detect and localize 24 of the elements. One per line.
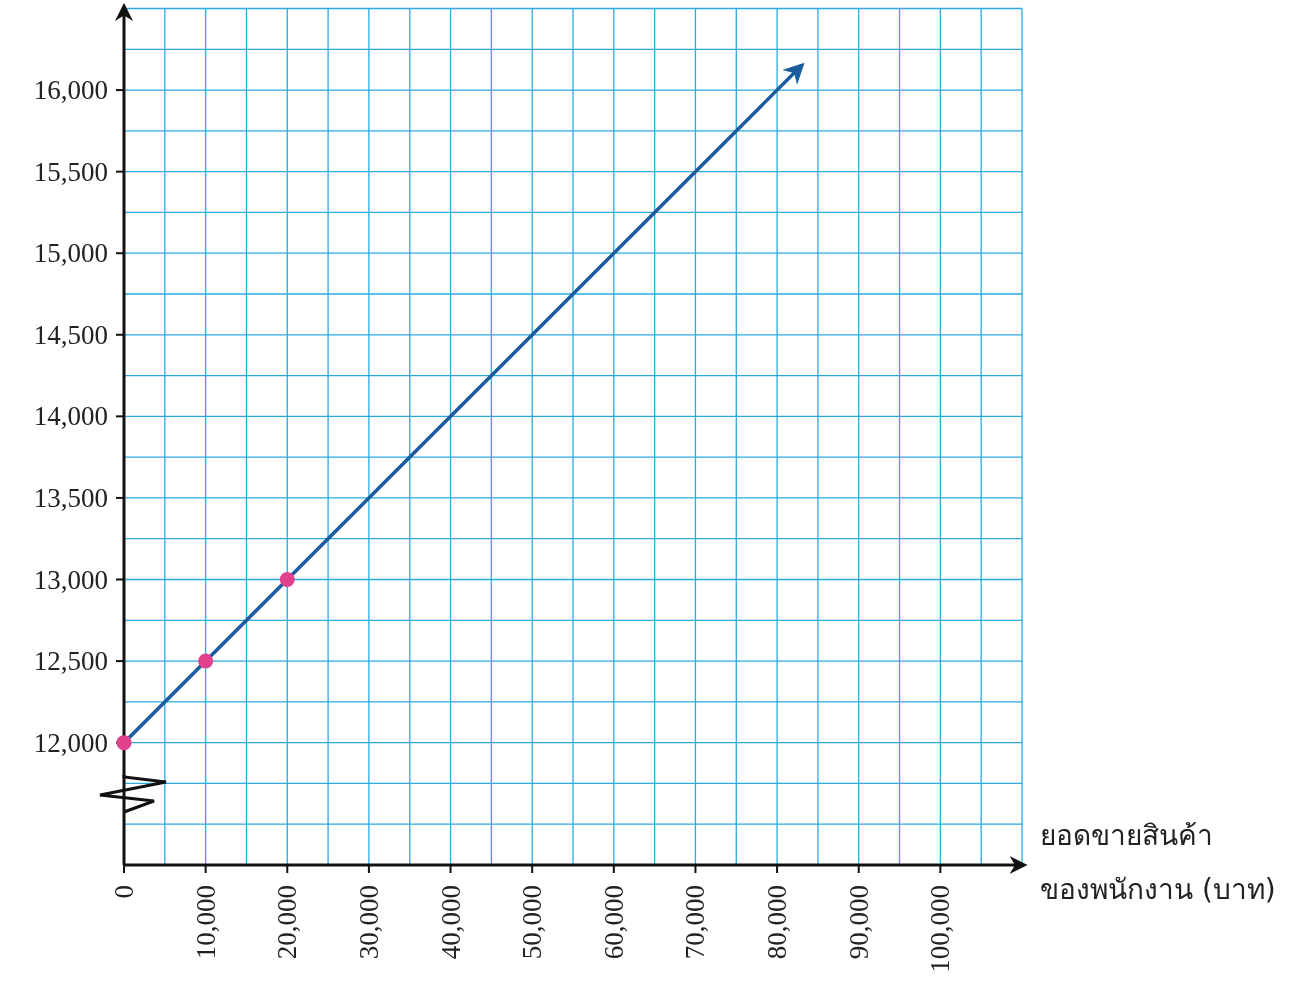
point [279, 572, 295, 587]
x-tick-label: 70,000 [680, 885, 711, 960]
x-tick-label: 90,000 [843, 885, 874, 960]
x-tick-label: 50,000 [517, 885, 548, 960]
x-tick-label: 80,000 [762, 885, 793, 960]
y-tick-label: 13,000 [33, 564, 108, 595]
x-tick-label: 0 [109, 885, 139, 899]
x-tick-label: 60,000 [598, 885, 629, 960]
y-tick-label: 14,500 [33, 319, 108, 350]
y-tick-label: 14,000 [33, 401, 108, 432]
y-tick-label: 16,000 [33, 75, 108, 106]
y-tick-label: 12,500 [33, 646, 108, 677]
y-tick-label: 13,500 [33, 482, 108, 513]
y-tick-label: 12,000 [33, 727, 108, 758]
x-tick-label: 10,000 [190, 885, 221, 960]
x-axis-title: ยอดขายสินค้า ของพนักงาน (บาท) [1040, 819, 1276, 906]
y-tick-label: 15,500 [33, 156, 108, 187]
x-tick-label: 20,000 [272, 885, 303, 960]
y-tick-label: 15,000 [33, 238, 108, 269]
x-tick-label: 30,000 [353, 885, 384, 960]
x-tick-label: 40,000 [435, 885, 466, 960]
x-tick-label: 100,000 [925, 885, 956, 973]
point [116, 735, 132, 751]
point [198, 653, 214, 669]
